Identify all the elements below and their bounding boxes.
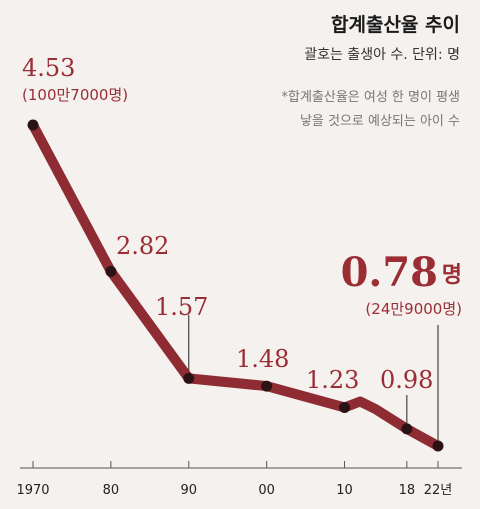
data-label-births: (24만9000명) <box>365 300 462 318</box>
data-label-value: 4.53 <box>22 54 75 82</box>
data-label-value: 0.78 <box>341 249 438 296</box>
x-tick-label: 18 <box>399 483 416 498</box>
data-label-births: (100만7000명) <box>22 86 128 104</box>
chart-subtitle: 괄호는 출생아 수. 단위: 명 <box>304 47 460 63</box>
data-point <box>432 440 444 452</box>
x-tick-label: 90 <box>180 483 197 498</box>
x-tick-label: 80 <box>103 483 120 498</box>
chart-note-line2: 낳을 것으로 예상되는 아이 수 <box>299 114 460 129</box>
data-label-unit: 명 <box>442 263 462 288</box>
data-label-value: 0.98 <box>380 366 433 394</box>
data-point <box>401 423 413 435</box>
data-point <box>339 401 351 413</box>
data-point <box>183 372 195 384</box>
chart-note-line1: *합계출산율은 여성 한 명이 평생 <box>281 90 460 105</box>
x-tick-label: 00 <box>258 483 275 498</box>
data-label-value: 2.82 <box>116 232 169 260</box>
data-point <box>27 119 39 131</box>
data-point <box>261 380 273 392</box>
x-tick-label: 22년 <box>424 483 453 498</box>
x-tick-label: 10 <box>336 483 353 498</box>
data-label-value: 1.48 <box>236 345 289 373</box>
chart-title: 합계출산율 추이 <box>331 14 460 36</box>
data-label-value: 1.57 <box>155 293 208 321</box>
data-point <box>105 265 117 277</box>
data-label-value: 1.23 <box>306 366 359 394</box>
x-tick-label: 1970 <box>16 483 49 498</box>
